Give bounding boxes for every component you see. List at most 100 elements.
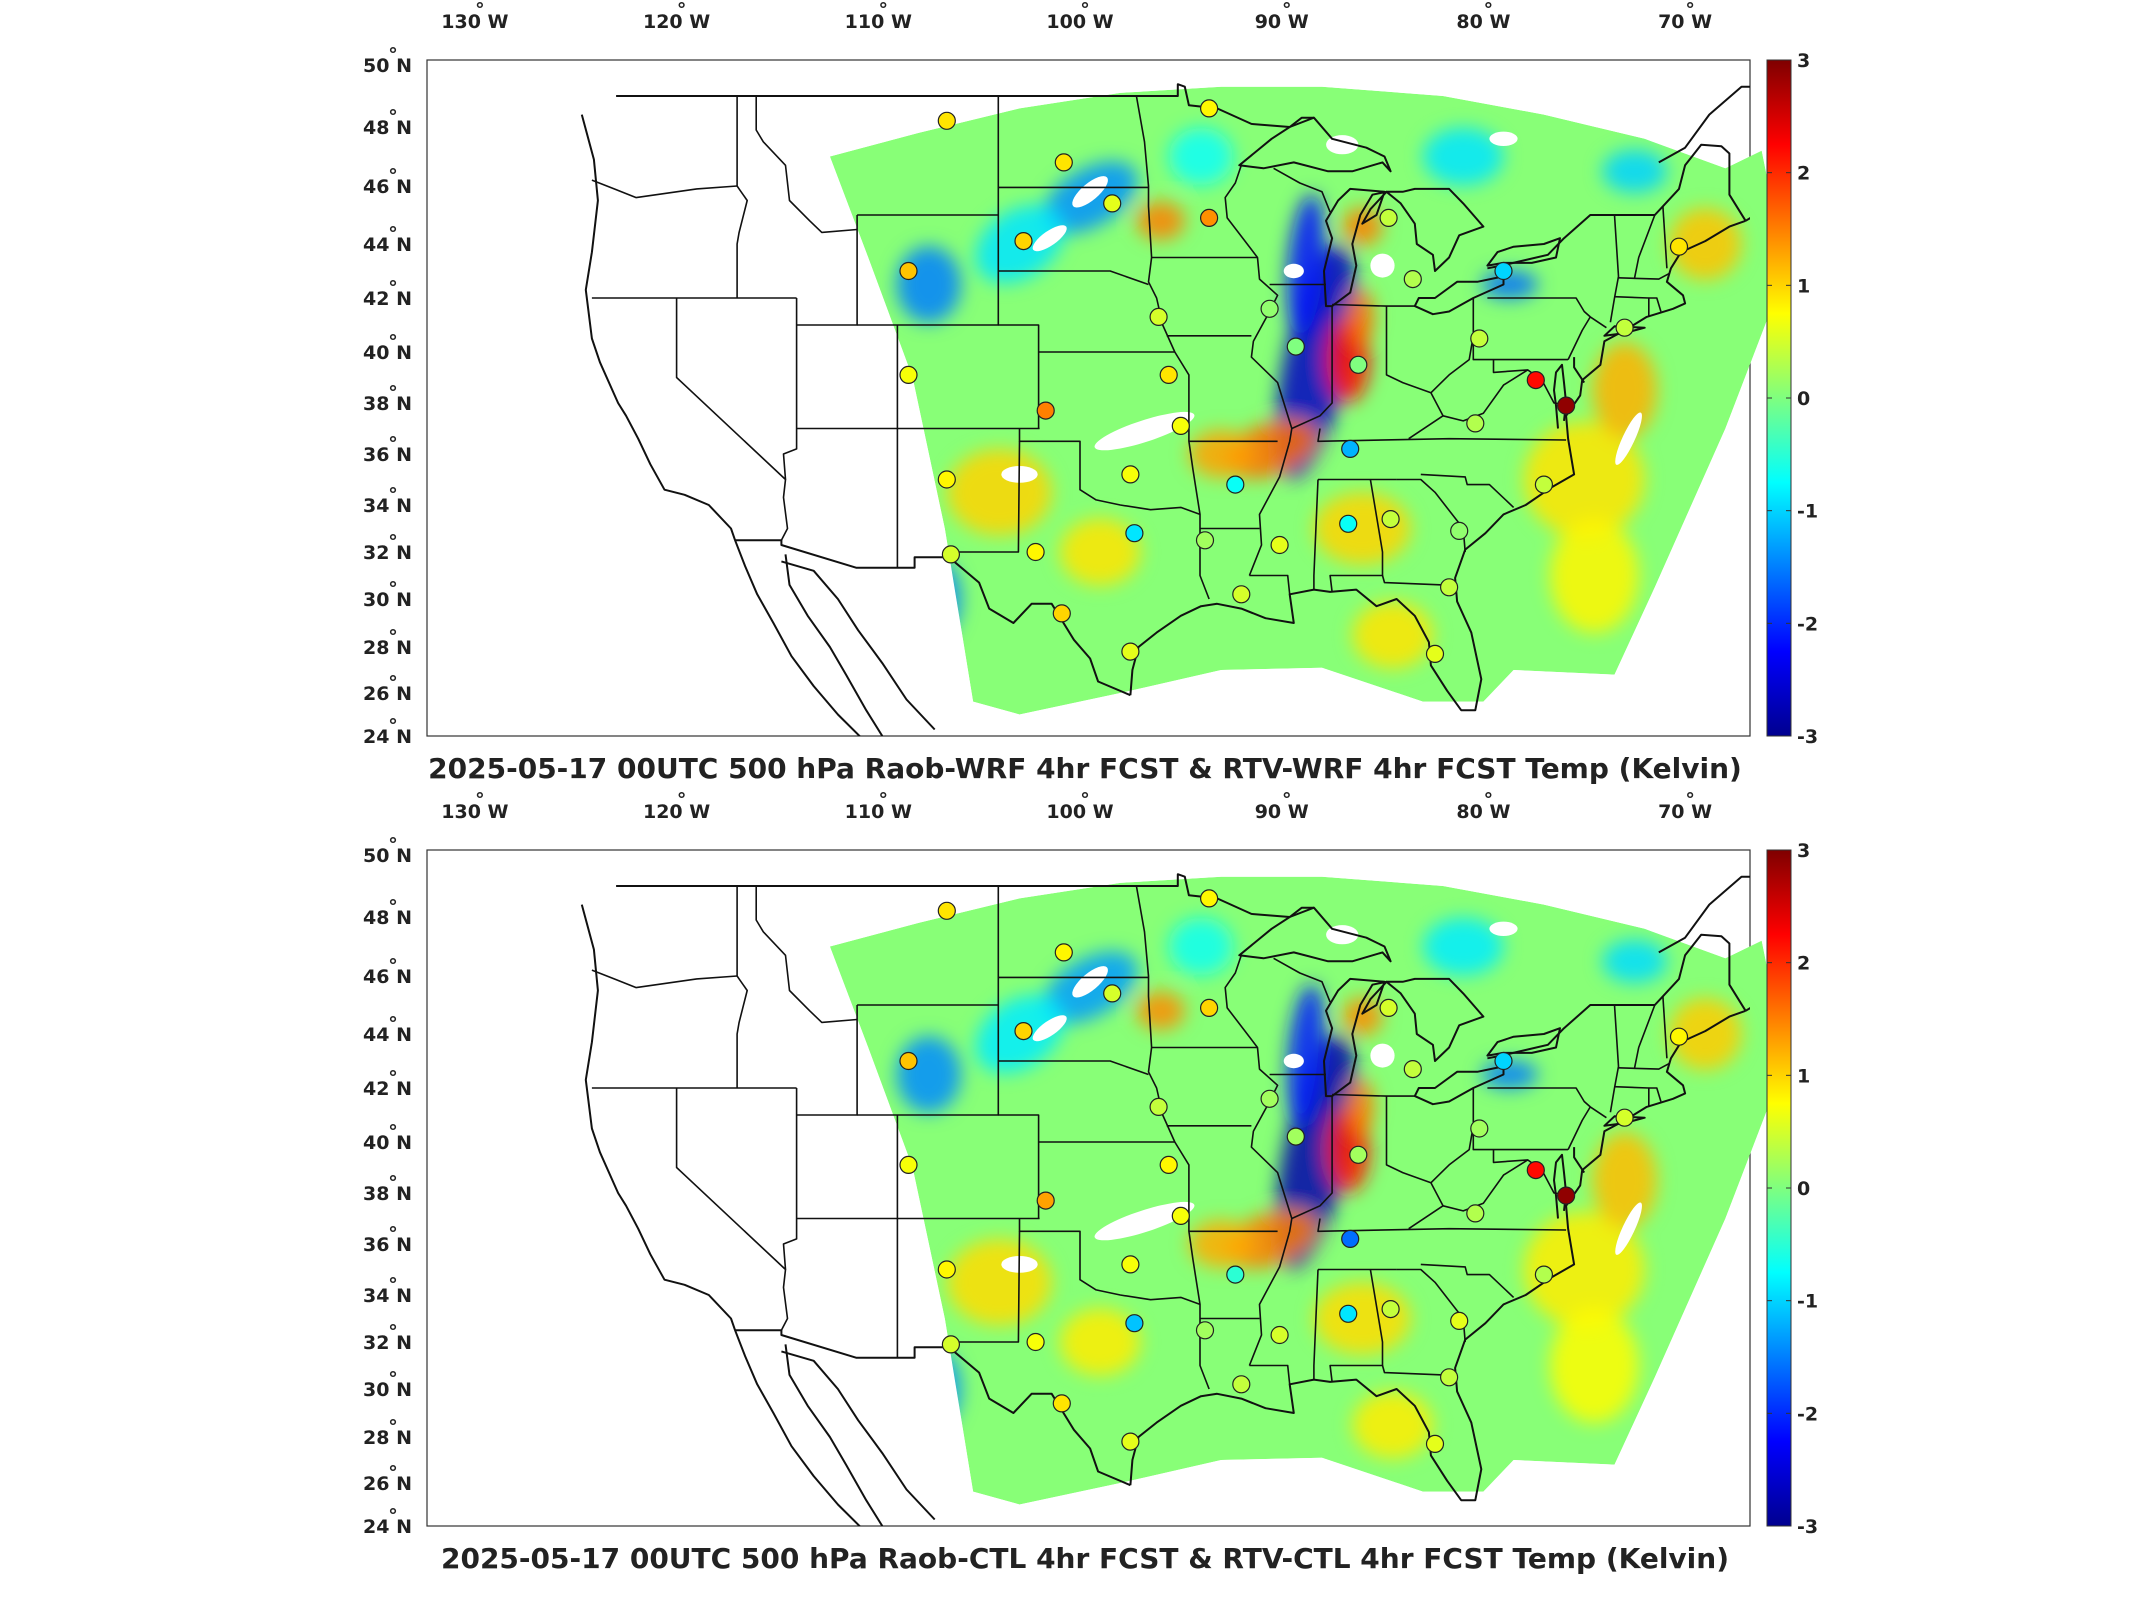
raob-station-marker [1199,99,1219,118]
latitude-label: 32 N [363,1332,412,1354]
colorbar-tick-label: -1 [1797,501,1818,523]
colorbar-tick-label: 1 [1797,1065,1810,1087]
longitude-label: 90 W [1255,11,1309,33]
raob-station-marker [937,901,956,920]
degree-symbol: ° [1685,0,1695,21]
degree-symbol: ° [1685,790,1695,811]
raob-station-marker [1103,194,1122,213]
latitude-label: 40 N [363,342,412,364]
latitude-label: 28 N [363,1427,412,1449]
degree-symbol: ° [1080,0,1090,21]
raob-station-marker [1052,604,1071,623]
latitude-label: 24 N [363,726,412,748]
longitude-label: 100 W [1046,801,1113,823]
degree-symbol: ° [388,1416,398,1438]
raob-station-marker [1226,475,1245,494]
raob-station-marker [1052,1394,1071,1413]
longitude-label: 100 W [1046,11,1113,33]
raob-station-marker [1260,1089,1279,1108]
longitude-label: 90 W [1255,801,1309,823]
raob-station-marker [1494,1051,1513,1071]
raob-station-marker [899,1155,918,1174]
degree-symbol: ° [388,626,398,648]
raob-station-marker [1494,261,1513,281]
degree-symbol: ° [677,790,687,811]
raob-station-marker [937,470,956,489]
map-content: 130 W°120 W°110 W°100 W°90 W°80 W°70 W°5… [363,790,1818,1575]
latitude-label: 44 N [363,234,412,256]
raob-station-marker [1439,578,1459,597]
degree-symbol: ° [388,1505,398,1527]
latitude-label: 46 N [363,176,412,198]
raob-station-marker [1526,371,1545,390]
latitude-label: 42 N [363,1078,412,1100]
raob-station-marker [1339,1304,1358,1323]
raob-station-marker [1232,1375,1251,1394]
raob-station-marker [1103,984,1122,1003]
raob-station-marker [1195,1321,1215,1340]
latitude-label: 38 N [363,1183,412,1205]
degree-symbol: ° [388,1462,398,1484]
raob-station-marker [1149,1097,1168,1116]
longitude-label: 120 W [643,11,710,33]
raob-station-marker [1450,521,1469,541]
raob-station-marker [1199,889,1219,908]
colorbar-tick-label: 2 [1797,953,1810,975]
map-figure-top: 130 W°120 W°110 W°100 W°90 W°80 W°70 W°5… [363,0,1818,785]
raob-station-marker [1026,542,1045,562]
raob-station-marker [1349,1145,1368,1164]
latitude-label: 42 N [363,288,412,310]
raob-station-marker [1341,1229,1360,1248]
raob-station-marker [1450,1311,1469,1331]
raob-station-marker [1466,1204,1485,1223]
degree-symbol: ° [1282,790,1292,811]
degree-symbol: ° [879,0,889,21]
latitude-label: 36 N [363,1234,412,1256]
raob-station-marker [1425,1434,1445,1454]
longitude-label: 120 W [643,801,710,823]
map-panel-top: 130 W ° 120 W ° 110 W ° 100 W ° 90 W ° 80 W ° 70 W ° 5… [0,0,2133,790]
longitude-label: 70 W [1658,801,1712,823]
raob-station-marker [1403,270,1422,289]
raob-station-marker [1121,465,1140,484]
colorbar-tick-label: -2 [1797,613,1818,635]
raob-station-marker [1054,943,1073,962]
raob-station-marker [1669,237,1689,256]
raob-station-marker [1470,329,1489,348]
raob-station-marker [1125,1314,1144,1333]
raob-station-marker [1556,396,1576,415]
degree-symbol: ° [879,790,889,811]
degree-symbol: ° [388,44,398,66]
raob-station-marker [899,365,918,384]
degree-symbol: ° [1080,790,1090,811]
raob-station-marker [1054,153,1073,172]
degree-symbol: ° [388,277,398,299]
degree-symbol: ° [388,715,398,737]
raob-station-marker [1195,531,1215,550]
degree-symbol: ° [388,106,398,128]
raob-station-marker [1381,1299,1400,1319]
degree-symbol: ° [388,672,398,694]
raob-station-marker [1526,1161,1545,1180]
degree-symbol: ° [388,578,398,600]
degree-symbol: ° [388,896,398,918]
raob-stations [899,99,1689,664]
degree-symbol: ° [388,1013,398,1035]
map-content: 130 W°120 W°110 W°100 W°90 W°80 W°70 W°5… [363,0,1818,785]
raob-station-marker [1260,299,1279,318]
degree-symbol: ° [1484,0,1494,21]
latitude-label: 24 N [363,1516,412,1538]
latitude-label: 34 N [363,495,412,517]
longitude-label: 70 W [1658,11,1712,33]
degree-symbol: ° [388,165,398,187]
map-figure-bottom: 130 W°120 W°110 W°100 W°90 W°80 W°70 W°5… [363,790,1818,1575]
raob-station-marker [1425,644,1445,664]
latitude-label: 30 N [363,589,412,611]
colorbar-tick-label: 3 [1797,50,1810,72]
raob-station-marker [1466,414,1485,433]
raob-station-marker [1014,232,1033,251]
raob-station-marker [1159,1155,1178,1174]
latitude-label: 40 N [363,1132,412,1154]
degree-symbol: ° [388,1172,398,1194]
degree-symbol: ° [388,955,398,977]
